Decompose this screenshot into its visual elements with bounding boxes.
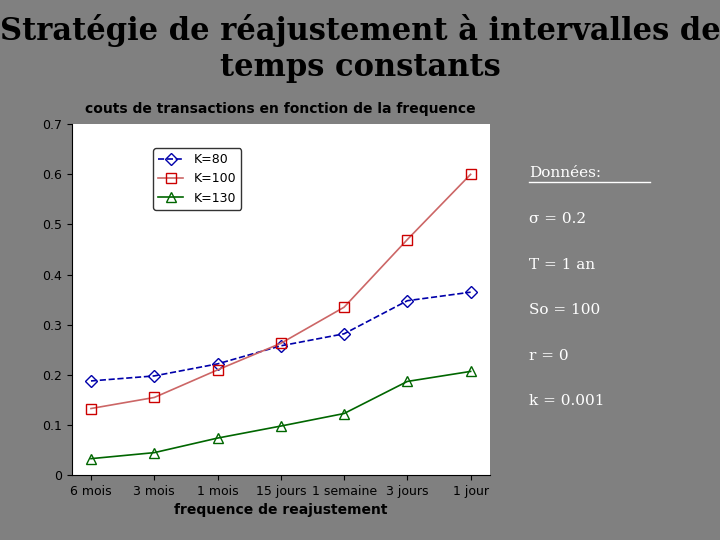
K=100 <box>467 171 475 178</box>
Line: K=100: K=100 <box>86 170 475 414</box>
Text: k = 0.001: k = 0.001 <box>529 394 605 408</box>
K=100 <box>150 394 158 401</box>
Text: r = 0: r = 0 <box>529 349 569 363</box>
Text: So = 100: So = 100 <box>529 303 600 317</box>
K=80 <box>213 361 222 367</box>
K=100 <box>276 340 285 347</box>
Text: σ = 0.2: σ = 0.2 <box>529 212 586 226</box>
K=80 <box>150 373 158 379</box>
K=80 <box>467 289 475 295</box>
Text: T = 1 an: T = 1 an <box>529 258 595 272</box>
Text: Stratégie de réajustement à intervalles de
temps constants: Stratégie de réajustement à intervalles … <box>0 14 720 83</box>
K=100 <box>403 237 412 243</box>
K=80 <box>340 330 348 337</box>
Line: K=80: K=80 <box>87 288 474 385</box>
K=80 <box>86 377 95 384</box>
Legend: K=80, K=100, K=130: K=80, K=100, K=130 <box>153 148 241 210</box>
K=130 <box>276 423 285 429</box>
K=100 <box>340 304 348 310</box>
K=130 <box>150 449 158 456</box>
K=130 <box>340 410 348 417</box>
K=100 <box>86 405 95 411</box>
K=130 <box>403 378 412 384</box>
Text: Données:: Données: <box>529 166 601 180</box>
Title: couts de transactions en fonction de la frequence: couts de transactions en fonction de la … <box>86 102 476 116</box>
K=130 <box>86 455 95 462</box>
K=80 <box>403 298 412 304</box>
K=100 <box>213 367 222 373</box>
K=130 <box>213 435 222 441</box>
K=80 <box>276 342 285 349</box>
K=130 <box>467 368 475 375</box>
X-axis label: frequence de reajustement: frequence de reajustement <box>174 503 387 517</box>
Line: K=130: K=130 <box>86 367 475 463</box>
